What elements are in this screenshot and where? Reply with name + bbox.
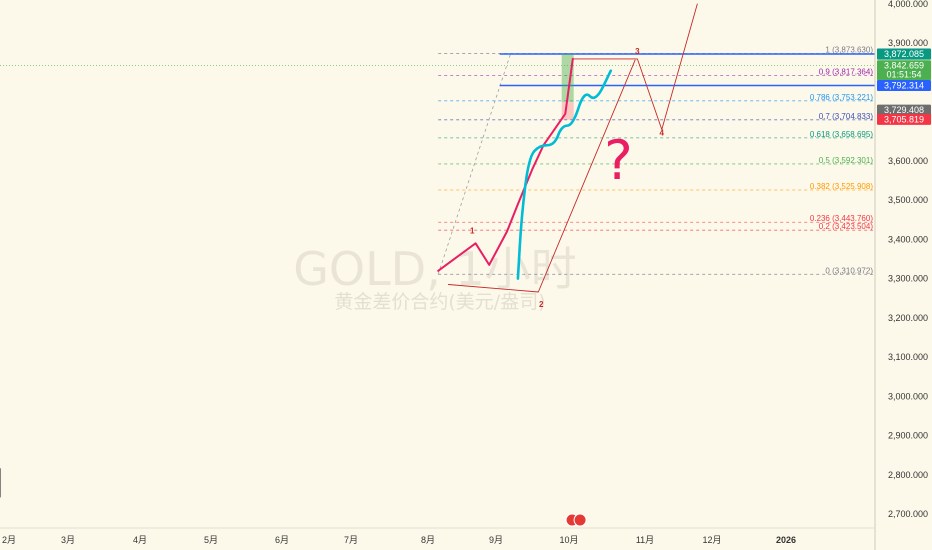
drawings[interactable]: ?12345 <box>437 0 700 309</box>
time-tick-label: 4月 <box>133 535 147 545</box>
time-tick-label: 2026 <box>776 535 796 545</box>
price-tick-label: 3,400.000 <box>888 234 928 244</box>
fib-level-label: 0.9 (3,817.364) <box>819 68 874 77</box>
time-axis[interactable]: 2月 3月 4月 5月 6月 7月 8月 9月 10月 11月 12月 2026 <box>0 527 875 545</box>
price-tag <box>877 113 931 125</box>
fib-level-label: 0.7 (3,704.833) <box>819 112 874 121</box>
price-tag-label: 3,729.408 <box>884 105 924 115</box>
fib-level-label: 0.618 (3,658.695) <box>810 130 873 139</box>
price-tick-label: 3,100.000 <box>888 352 928 362</box>
wave-label: 4 <box>660 128 665 137</box>
elliott-impulse-line <box>437 57 574 272</box>
fib-level-label: 0.786 (3,753.221) <box>810 93 873 102</box>
us-flag-events-icon[interactable] <box>565 513 587 527</box>
time-tick-label: 9月 <box>489 535 503 545</box>
price-tick-label: 3,600.000 <box>888 156 928 166</box>
price-tag-label: 3,872.085 <box>884 49 924 59</box>
time-tick-label: 12月 <box>702 535 721 545</box>
time-tick-label: 10月 <box>559 535 578 545</box>
us-flag-icon <box>573 513 587 527</box>
fib-level-label: 0 (3,310.972) <box>825 266 873 275</box>
elliott-forecast-path <box>572 3 698 130</box>
price-tag <box>877 79 931 91</box>
hand-drawn-question-mark: ? <box>604 129 633 192</box>
price-tick-label: 2,800.000 <box>888 470 928 480</box>
instrument-watermark: 黄金差价合约(美元/盎司) <box>334 291 545 313</box>
wave-label: 1 <box>470 227 475 236</box>
fib-level-label: 0.236 (3,443.760) <box>810 214 873 223</box>
price-tag-label: 3,792.314 <box>884 80 924 90</box>
price-tag <box>877 60 931 72</box>
wave-label: 3 <box>635 47 640 56</box>
fib-level-label: 0.5 (3,592.301) <box>819 156 874 165</box>
price-tag-label: 3,705.819 <box>884 114 924 124</box>
fib-level-label: 0.2 (3,423.504) <box>819 222 874 231</box>
fib-level-label: 1 (3,873.630) <box>825 46 873 55</box>
price-axis[interactable]: 4,000.000 3,900.000 3,600.000 3,500.000 3,40… <box>874 0 928 550</box>
price-tick-label: 3,500.000 <box>888 195 928 205</box>
price-tag <box>877 104 931 116</box>
time-tick-label: 7月 <box>344 535 358 545</box>
horizontal-lines[interactable] <box>499 53 875 87</box>
time-tick-label: 8月 <box>421 535 435 545</box>
price-tick-label: 2,900.000 <box>888 431 928 441</box>
hand-drawn-cyan-path <box>516 69 613 280</box>
time-tick-label: 5月 <box>204 535 218 545</box>
price-tick-label: 3,300.000 <box>888 274 928 284</box>
price-tag <box>877 69 931 81</box>
price-tag-label: 3,842.659 <box>884 61 924 71</box>
time-tick-label: 11月 <box>636 535 654 545</box>
time-tick-label: 6月 <box>275 535 289 545</box>
price-tick-label: 3,000.000 <box>888 391 928 401</box>
long-position-target <box>561 54 574 103</box>
price-tags: 3,872.4793,872.0853,842.65901:51:543,792… <box>877 48 931 125</box>
elliott-channel <box>447 59 636 293</box>
price-tick-label: 3,200.000 <box>888 313 928 323</box>
price-tag <box>877 48 931 60</box>
price-tag-label: 01:51:54 <box>886 70 921 80</box>
fib-level-label: 0.382 (3,525.908) <box>810 182 873 191</box>
fib-trend-line <box>437 53 511 275</box>
price-tick-label: 4,000.000 <box>888 0 928 9</box>
symbol-watermark: GOLD, 1小时 <box>293 242 576 296</box>
time-tick-label: 2月 <box>2 535 16 545</box>
fibonacci-retracement[interactable]: 1 (3,873.630) 0.9 (3,817.364) 0.786 (3,753… <box>0 46 875 276</box>
time-tick-label: 3月 <box>61 535 75 545</box>
wave-label: 2 <box>539 300 544 309</box>
price-tick-label: 3,900.000 <box>888 38 928 48</box>
price-tick-label: 2,700.000 <box>888 509 928 519</box>
watermark: GOLD, 1小时 黄金差价合约(美元/盎司) <box>293 242 576 313</box>
